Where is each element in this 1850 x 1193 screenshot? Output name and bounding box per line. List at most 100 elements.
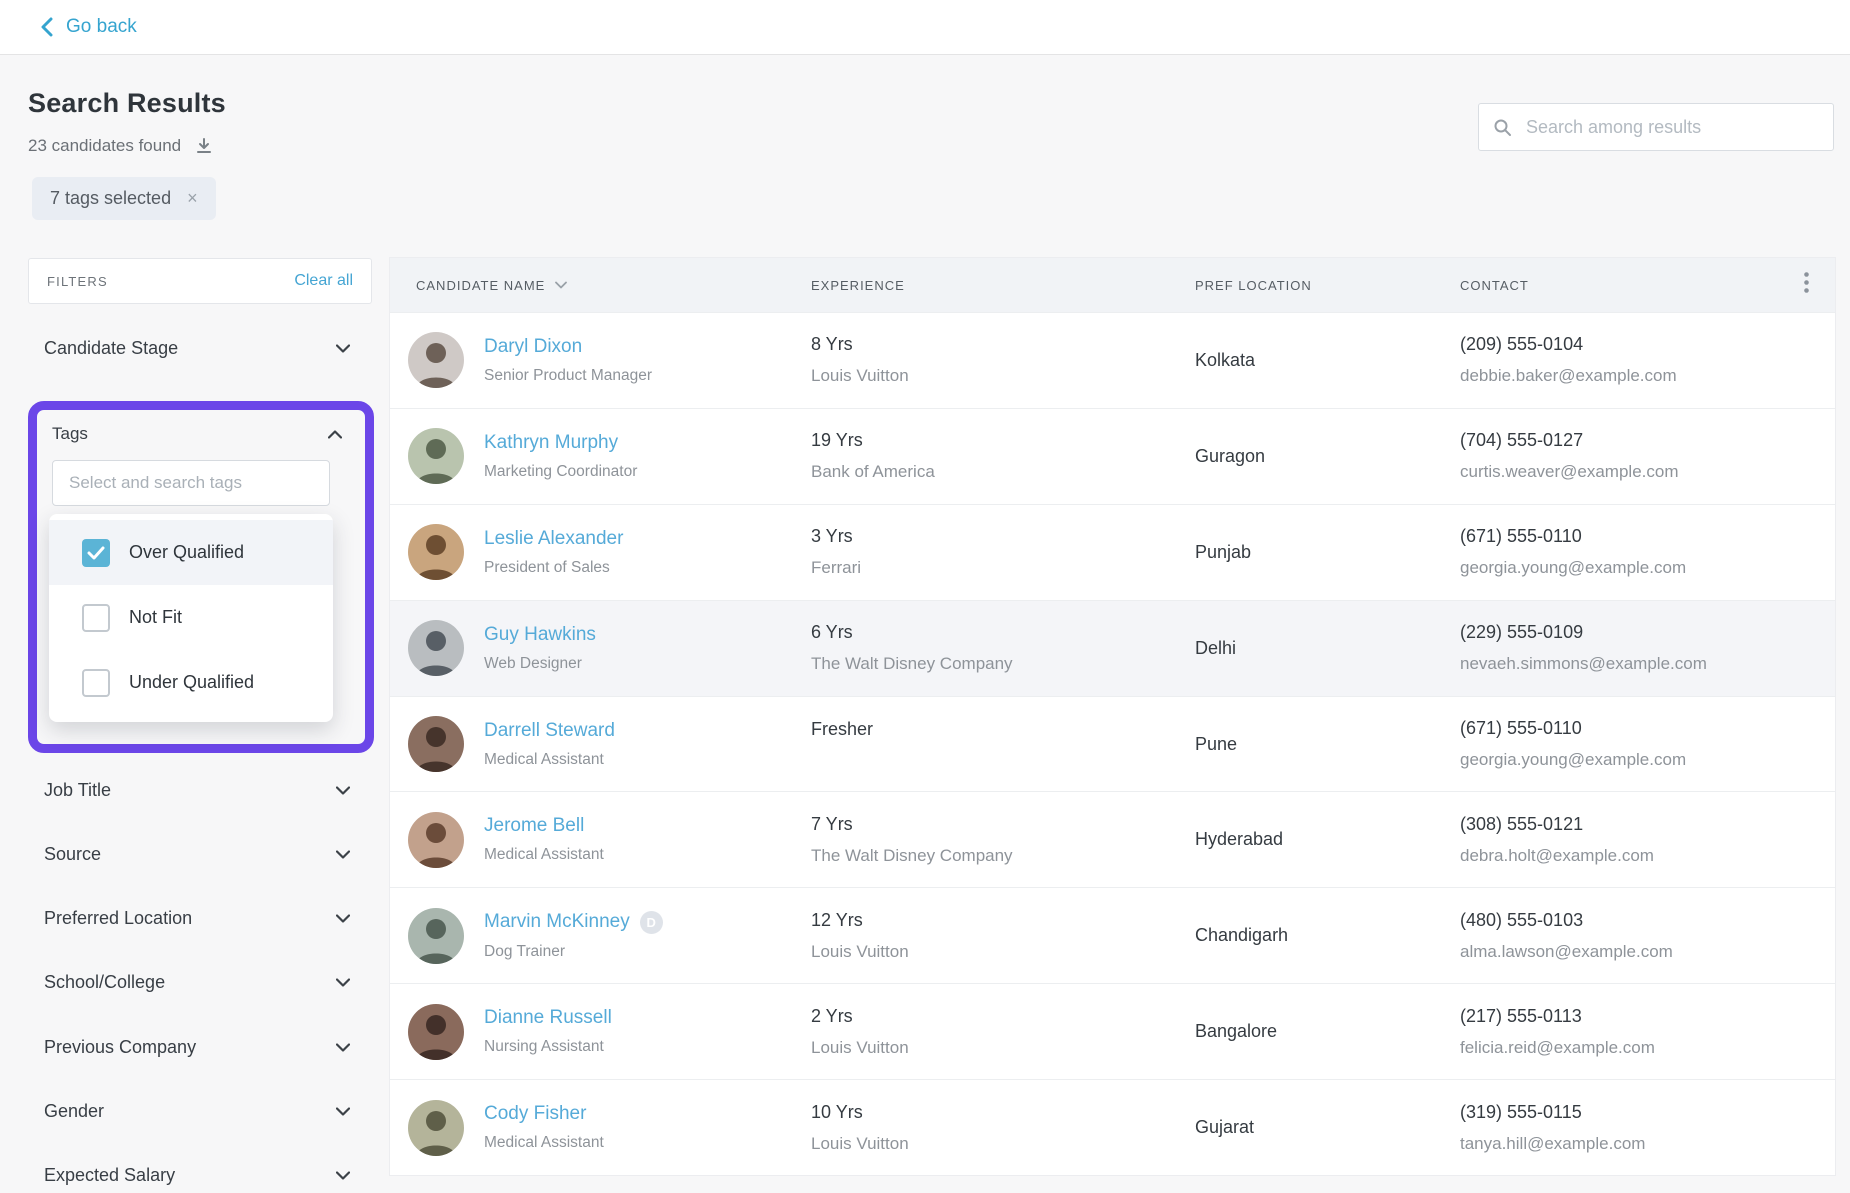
filter-label: Source (44, 843, 102, 864)
experience-company: Louis Vuitton (811, 1037, 909, 1057)
search-icon (1493, 118, 1512, 137)
email: alma.lawson@example.com (1460, 941, 1673, 961)
avatar (408, 907, 464, 964)
filter-section-source[interactable]: Source (28, 824, 372, 884)
experience-value: 8 Yrs (811, 334, 853, 355)
column-header-experience: EXPERIENCE (811, 277, 905, 293)
table-row[interactable]: Guy Hawkins Web Designer 6 Yrs The Walt … (390, 599, 1835, 696)
chevron-down-icon (336, 343, 350, 353)
candidate-name-link[interactable]: Dianne Russell (484, 1007, 612, 1029)
checkbox-unchecked-icon[interactable] (82, 603, 110, 632)
page-title: Search Results (28, 88, 226, 118)
email: felicia.reid@example.com (1460, 1037, 1655, 1057)
table-row[interactable]: Dianne Russell Nursing Assistant 2 Yrs L… (390, 983, 1835, 1079)
filter-label: Candidate Stage (44, 337, 179, 358)
chevron-left-icon (40, 17, 54, 37)
candidate-cell: Jerome Bell Medical Assistant (390, 811, 811, 868)
candidate-name-link[interactable]: Guy Hawkins (484, 623, 596, 645)
experience-cell: 3 Yrs Ferrari (811, 526, 1195, 578)
phone: (671) 555-0110 (1460, 718, 1582, 738)
table-row[interactable]: Marvin McKinney D Dog Trainer 12 Yrs Lou… (390, 887, 1835, 983)
table-row[interactable]: Jerome Bell Medical Assistant 7 Yrs The … (390, 791, 1835, 887)
candidate-name-link[interactable]: Daryl Dixon (484, 335, 583, 357)
candidate-title: Medical Assistant (484, 750, 604, 768)
filter-section-previous-company[interactable]: Previous Company (28, 1017, 372, 1077)
column-header-candidate-name[interactable]: CANDIDATE NAME (390, 278, 811, 293)
filter-section-candidate-stage[interactable]: Candidate Stage (28, 318, 372, 378)
candidate-cell: Guy Hawkins Web Designer (390, 620, 811, 677)
avatar (408, 1003, 464, 1060)
avatar (408, 620, 464, 677)
results-count-line: 23 candidates found (28, 136, 213, 156)
checkbox-unchecked-icon[interactable] (82, 668, 110, 697)
contact-cell: (229) 555-0109 nevaeh.simmons@example.co… (1460, 622, 1835, 674)
candidate-name-link[interactable]: Leslie Alexander (484, 527, 624, 549)
candidate-title: President of Sales (484, 558, 610, 576)
phone: (480) 555-0103 (1460, 909, 1584, 930)
filter-section-school-college[interactable]: School/College (28, 952, 372, 1012)
tags-dropdown: Over Qualified Not Fit Under Qualified (49, 514, 333, 722)
email: debbie.baker@example.com (1460, 366, 1677, 386)
filter-section-job-title[interactable]: Job Title (28, 760, 372, 820)
location-cell: Gujarat (1195, 1117, 1255, 1138)
chevron-down-icon (336, 1042, 350, 1052)
chevron-down-icon (336, 785, 350, 795)
candidates-table: CANDIDATE NAME EXPERIENCE PREF LOCATION … (390, 258, 1835, 1175)
tags-annotation-highlight: Tags Over Qualified Not Fit Under Qualif… (28, 401, 374, 753)
go-back-button[interactable]: Go back (40, 16, 137, 38)
table-row[interactable]: Cody Fisher Medical Assistant 10 Yrs Lou… (390, 1079, 1835, 1175)
filter-section-expected-salary[interactable]: Expected Salary (28, 1145, 372, 1193)
table-header-row: CANDIDATE NAME EXPERIENCE PREF LOCATION … (390, 258, 1835, 312)
table-row[interactable]: Darrell Steward Medical Assistant Freshe… (390, 695, 1835, 792)
filter-section-gender[interactable]: Gender (28, 1081, 372, 1141)
candidate-title: Marketing Coordinator (484, 462, 638, 480)
filter-section-tags[interactable]: Tags (52, 424, 342, 444)
candidate-name-link[interactable]: Jerome Bell (484, 815, 585, 837)
tag-option-over-qualified[interactable]: Over Qualified (49, 520, 333, 585)
candidate-name-link[interactable]: Cody Fisher (484, 1103, 587, 1125)
email: georgia.young@example.com (1460, 558, 1687, 578)
table-row[interactable]: Leslie Alexander President of Sales 3 Yr… (390, 503, 1835, 600)
candidate-name-link[interactable]: Kathryn Murphy (484, 431, 619, 453)
chip-close-icon[interactable]: × (187, 188, 198, 208)
avatar (408, 1099, 464, 1156)
location-cell: Kolkata (1195, 349, 1256, 370)
tag-option-not-fit[interactable]: Not Fit (49, 585, 333, 650)
checkbox-checked-icon[interactable] (82, 538, 110, 567)
clear-all-link[interactable]: Clear all (294, 272, 353, 289)
candidate-title: Dog Trainer (484, 942, 565, 960)
tags-search-box (52, 460, 330, 506)
chevron-down-icon (336, 1170, 350, 1180)
kebab-menu-icon[interactable] (1800, 268, 1813, 302)
contact-cell: (671) 555-0110 georgia.young@example.com (1460, 718, 1835, 770)
phone: (319) 555-0115 (1460, 1101, 1582, 1122)
sort-chevron-icon[interactable] (555, 281, 568, 289)
table-row[interactable]: Kathryn Murphy Marketing Coordinator 19 … (390, 407, 1835, 504)
tags-search-input[interactable] (67, 472, 315, 494)
avatar (408, 332, 464, 389)
experience-value: 10 Yrs (811, 1101, 863, 1122)
candidate-cell: Dianne Russell Nursing Assistant (390, 1003, 811, 1060)
download-icon[interactable] (195, 137, 213, 155)
filter-label: Job Title (44, 779, 112, 800)
experience-value: 3 Yrs (811, 526, 853, 547)
location-cell: Guragon (1195, 445, 1266, 466)
duplicate-badge: D (639, 910, 663, 934)
filter-label: Previous Company (44, 1036, 197, 1057)
tag-option-under-qualified[interactable]: Under Qualified (49, 650, 333, 715)
candidate-cell: Cody Fisher Medical Assistant (390, 1099, 811, 1156)
table-row[interactable]: Daryl Dixon Senior Product Manager 8 Yrs… (390, 312, 1835, 408)
experience-value: 2 Yrs (811, 1005, 853, 1026)
phone: (229) 555-0109 (1460, 622, 1584, 643)
location-cell: Delhi (1195, 637, 1237, 658)
candidate-cell: Daryl Dixon Senior Product Manager (390, 332, 811, 389)
tags-selected-chip[interactable]: 7 tags selected × (32, 177, 216, 220)
phone: (671) 555-0110 (1460, 526, 1582, 547)
filter-section-preferred-location[interactable]: Preferred Location (28, 888, 372, 948)
candidate-name-link[interactable]: Darrell Steward (484, 719, 615, 741)
search-input[interactable] (1524, 115, 1819, 139)
candidate-name-link[interactable]: Marvin McKinney D (484, 910, 663, 934)
experience-company: Louis Vuitton (811, 366, 909, 386)
contact-cell: (217) 555-0113 felicia.reid@example.com (1460, 1006, 1835, 1058)
